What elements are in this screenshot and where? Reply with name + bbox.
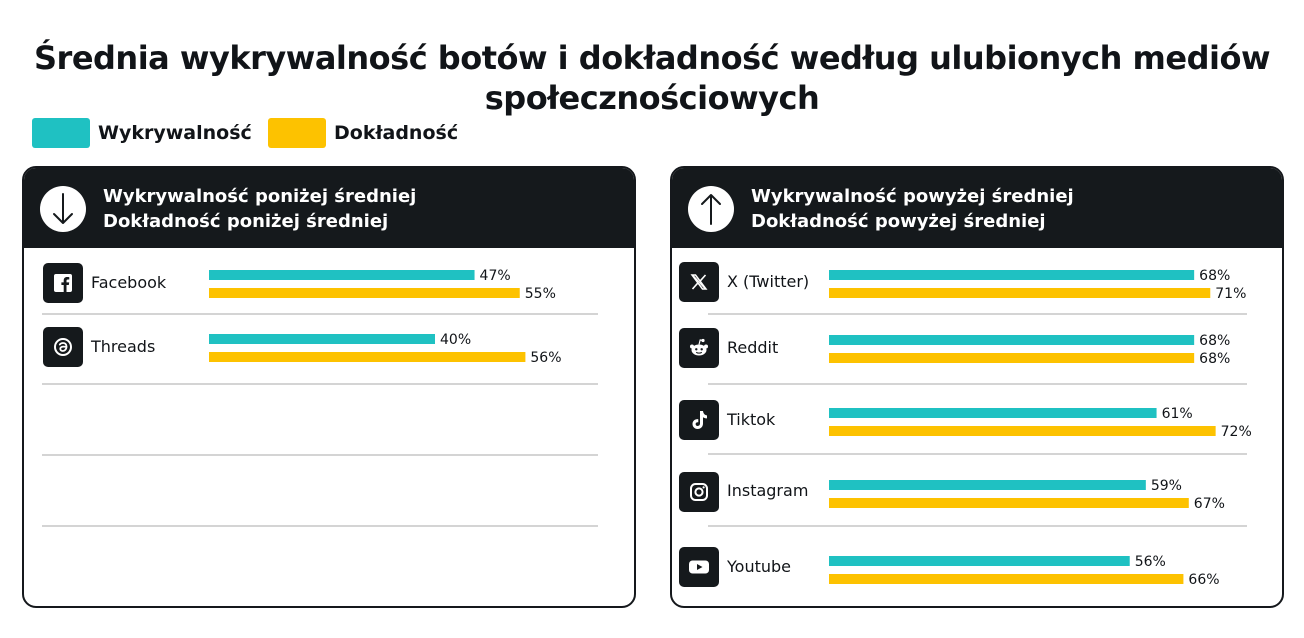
legend-item-accuracy: Dokładność bbox=[268, 118, 458, 148]
data-label-detection: 56% bbox=[1135, 554, 1166, 570]
data-label-accuracy: 67% bbox=[1194, 496, 1225, 512]
bar-accuracy bbox=[829, 498, 1189, 508]
data-label-accuracy: 55% bbox=[525, 286, 556, 302]
panel-header: Wykrywalność poniżej średniej Dokładność… bbox=[24, 168, 634, 248]
x-twitter-icon bbox=[679, 262, 719, 302]
chart-title-line2: społecznościowych bbox=[484, 79, 820, 117]
bar-accuracy bbox=[209, 352, 526, 362]
bar-accuracy bbox=[829, 574, 1184, 584]
bar-detection bbox=[829, 408, 1157, 418]
bar-chart-below-average: 47% 40% 55% 56% bbox=[42, 268, 598, 527]
data-label-detection: 47% bbox=[480, 268, 511, 284]
legend-swatch-detection bbox=[32, 118, 90, 148]
chart-title-line1: Średnia wykrywalność botów i dokładność … bbox=[33, 39, 1271, 77]
legend-swatch-accuracy bbox=[268, 118, 326, 148]
data-label-accuracy: 56% bbox=[530, 350, 561, 366]
threads-icon bbox=[43, 327, 83, 367]
bar-detection bbox=[209, 270, 475, 280]
category-label-facebook: Facebook bbox=[91, 273, 167, 292]
panel-header-text: Wykrywalność powyżej średniej Dokładność… bbox=[751, 184, 1074, 234]
data-label-accuracy: 72% bbox=[1221, 424, 1252, 440]
bar-accuracy bbox=[209, 288, 520, 298]
panel-header-line2: Dokładność poniżej średniej bbox=[103, 211, 389, 232]
category-label-reddit: Reddit bbox=[727, 338, 779, 357]
data-label-detection: 68% bbox=[1199, 268, 1230, 284]
category-label-tiktok: Tiktok bbox=[727, 410, 776, 429]
data-label-accuracy: 71% bbox=[1215, 286, 1246, 302]
data-label-detection: 59% bbox=[1151, 478, 1182, 494]
panel-header-line2: Dokładność powyżej średniej bbox=[751, 211, 1046, 232]
bar-detection bbox=[829, 480, 1146, 490]
bar-detection bbox=[209, 334, 435, 344]
legend-label-detection: Wykrywalność bbox=[98, 122, 252, 144]
tiktok-icon bbox=[679, 400, 719, 440]
arrow-down-icon bbox=[40, 186, 86, 232]
panel-header: Wykrywalność powyżej średniej Dokładność… bbox=[672, 168, 1282, 248]
bar-detection bbox=[829, 270, 1195, 280]
panel-below-average: Wykrywalność poniżej średniej Dokładność… bbox=[22, 166, 636, 608]
youtube-icon bbox=[679, 547, 719, 587]
panel-header-text: Wykrywalność poniżej średniej Dokładność… bbox=[103, 184, 416, 234]
panel-header-line1: Wykrywalność powyżej średniej bbox=[751, 186, 1074, 207]
bar-accuracy bbox=[829, 426, 1216, 436]
reddit-icon bbox=[679, 328, 719, 368]
category-label-threads: Threads bbox=[91, 337, 156, 356]
data-label-detection: 61% bbox=[1162, 406, 1193, 422]
data-label-accuracy: 68% bbox=[1199, 351, 1230, 367]
category-label-x-twitter: X (Twitter) bbox=[727, 272, 810, 291]
legend-label-accuracy: Dokładność bbox=[334, 122, 459, 144]
bar-chart-above-average: 68% 68% 61% 59% 56% 71% 68% 72% 67% 66% bbox=[708, 268, 1252, 588]
bar-detection bbox=[829, 335, 1195, 345]
category-label-instagram: Instagram bbox=[727, 481, 809, 500]
category-label-youtube: Youtube bbox=[727, 557, 791, 576]
data-label-detection: 68% bbox=[1199, 333, 1230, 349]
instagram-icon bbox=[679, 472, 719, 512]
arrow-up-icon bbox=[688, 186, 734, 232]
panel-header-line1: Wykrywalność poniżej średniej bbox=[103, 186, 417, 207]
bar-detection bbox=[829, 556, 1130, 566]
data-label-detection: 40% bbox=[440, 332, 471, 348]
legend-item-detection: Wykrywalność bbox=[32, 118, 252, 148]
data-label-accuracy: 66% bbox=[1188, 572, 1219, 588]
panel-above-average: Wykrywalność powyżej średniej Dokładność… bbox=[670, 166, 1284, 608]
bar-accuracy bbox=[829, 288, 1211, 298]
facebook-icon bbox=[43, 263, 83, 303]
chart-title: Średnia wykrywalność botów i dokładność … bbox=[0, 38, 1304, 118]
bar-accuracy bbox=[829, 353, 1195, 363]
